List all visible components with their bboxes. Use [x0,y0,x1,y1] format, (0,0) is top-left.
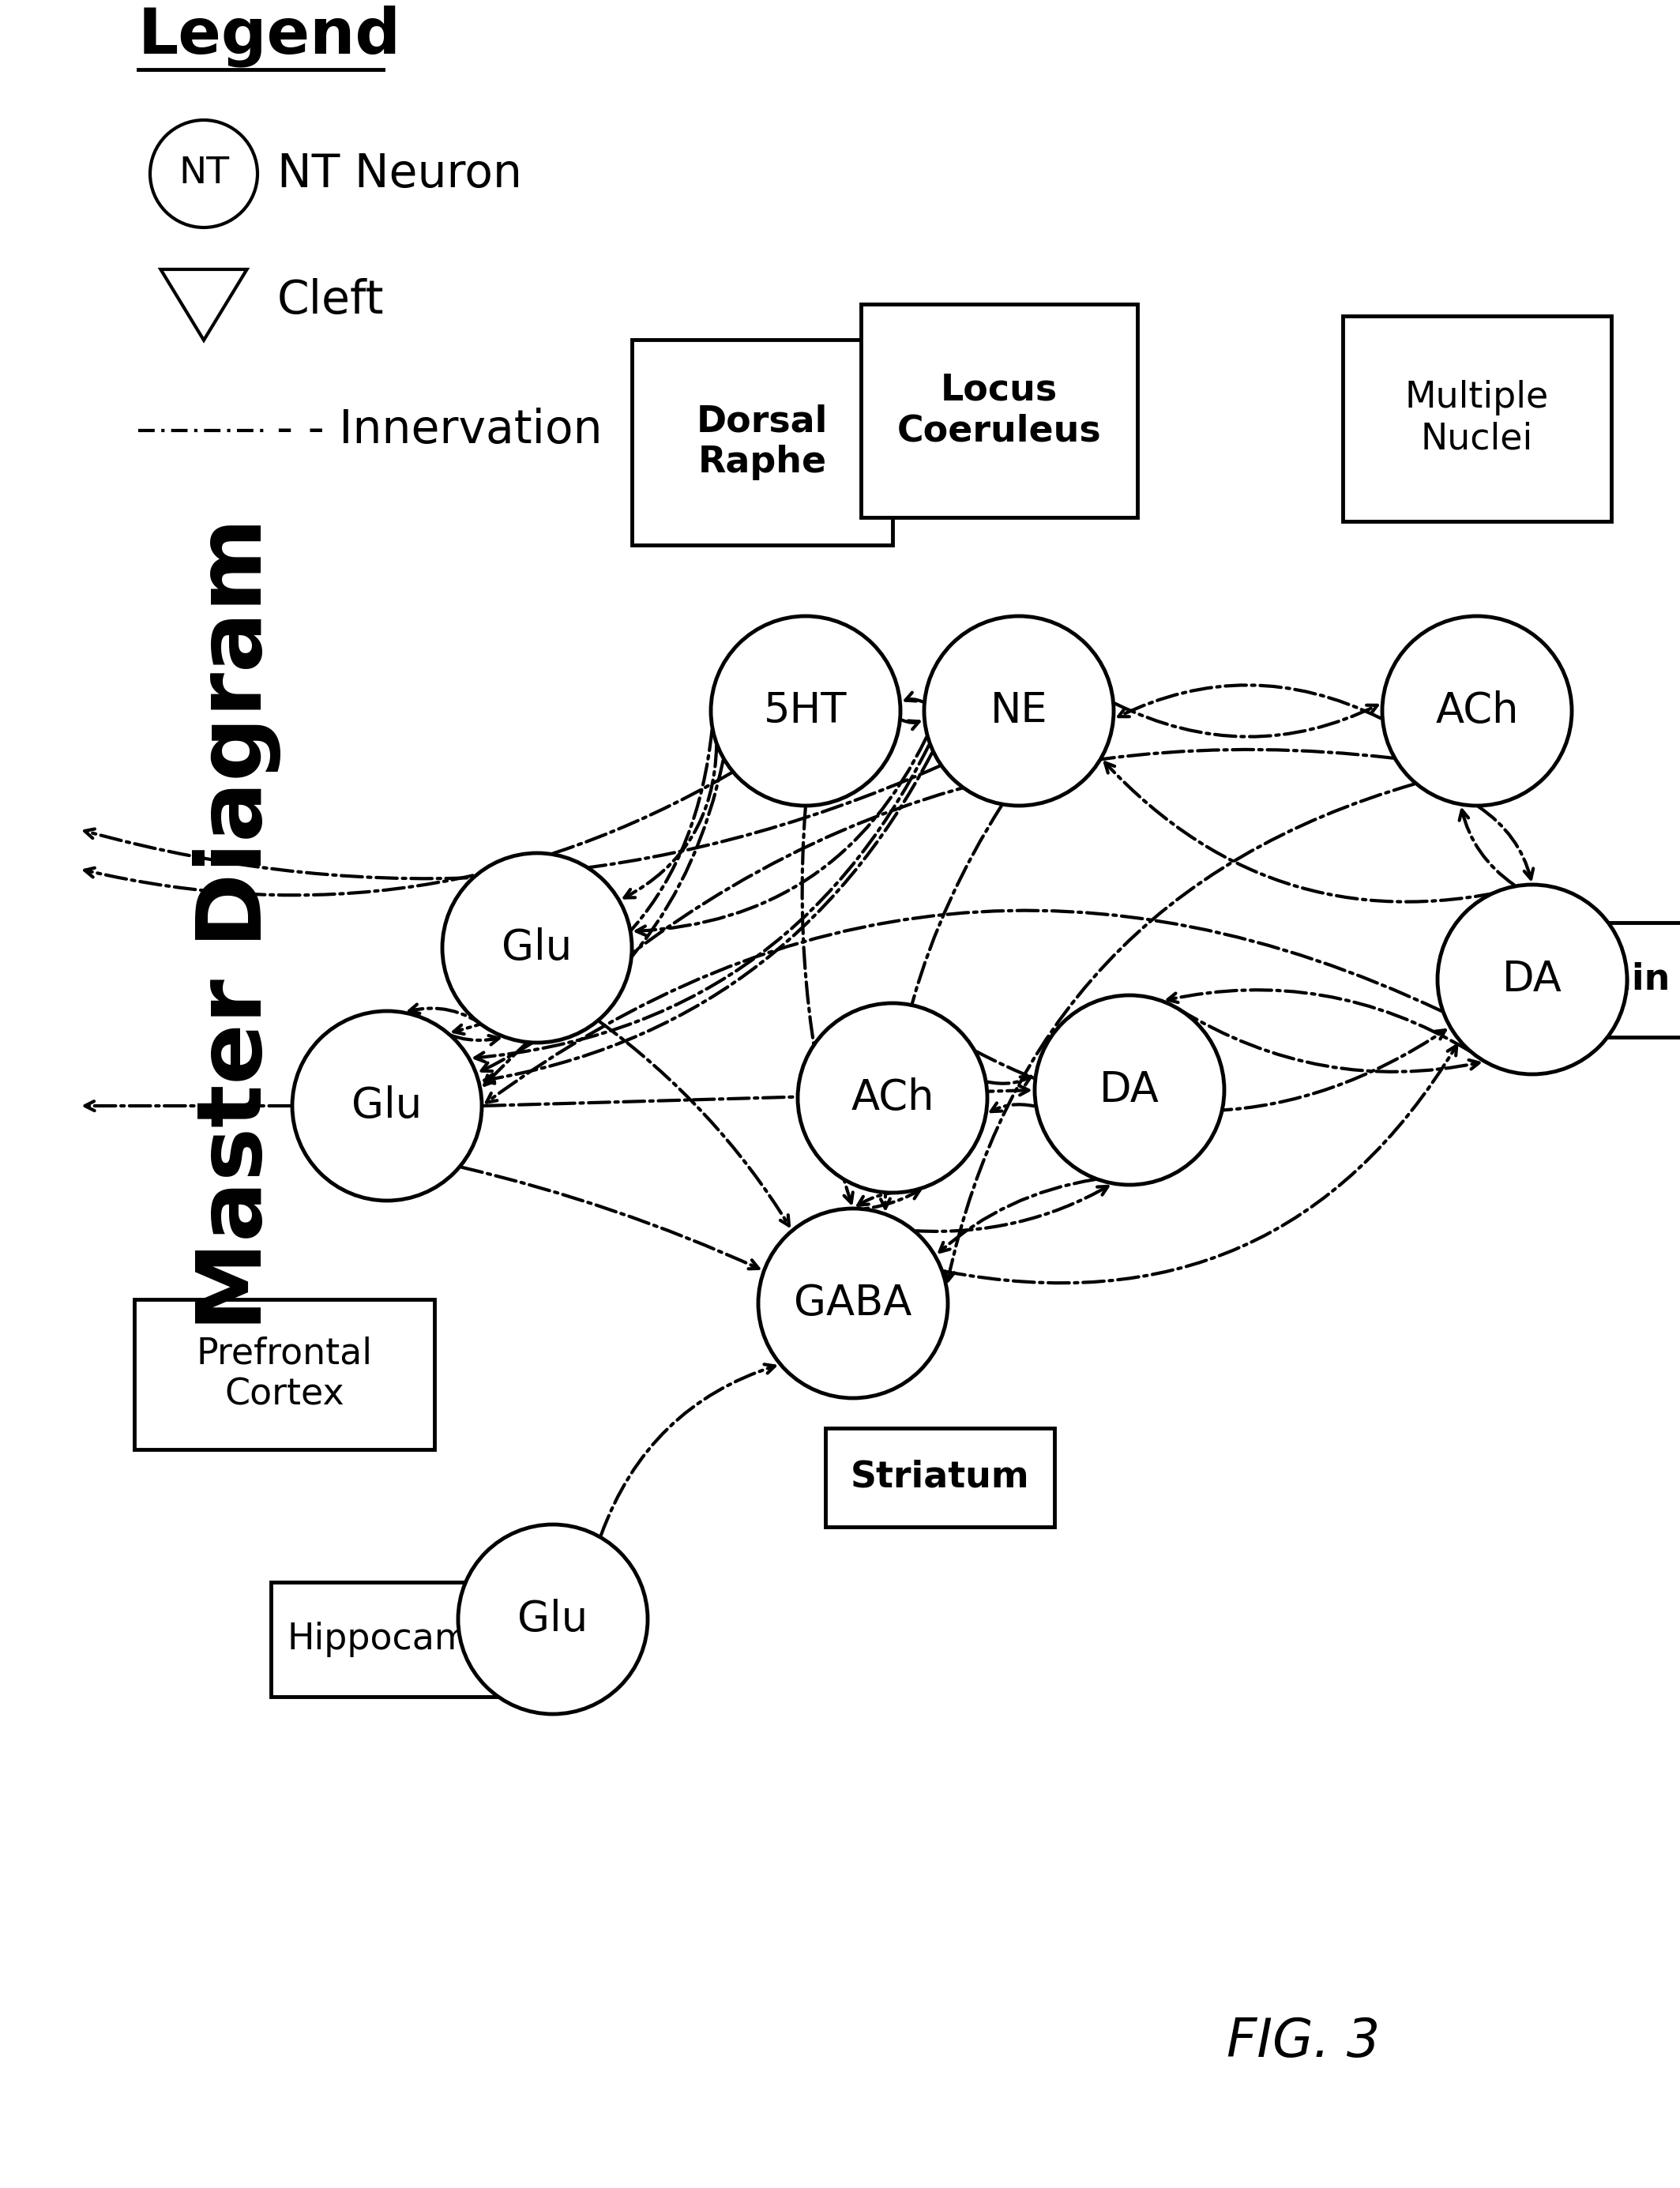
Text: NT: NT [178,155,228,193]
FancyBboxPatch shape [1468,921,1680,1037]
Circle shape [711,617,900,805]
Text: 5HT: 5HT [764,691,847,731]
FancyBboxPatch shape [270,1582,551,1696]
FancyBboxPatch shape [860,304,1137,516]
FancyBboxPatch shape [1342,315,1611,521]
Text: Glu: Glu [517,1599,588,1639]
Polygon shape [161,269,247,339]
Text: Legend: Legend [138,4,402,68]
Text: DA: DA [1502,958,1562,1000]
Text: Glu: Glu [502,928,573,969]
Text: ACh: ACh [850,1076,934,1118]
Text: Midbrain: Midbrain [1488,963,1670,998]
Circle shape [292,1011,482,1201]
FancyBboxPatch shape [825,1429,1055,1527]
Text: Striatum: Striatum [850,1459,1030,1494]
Circle shape [1035,996,1225,1186]
Circle shape [758,1208,948,1398]
FancyBboxPatch shape [134,1300,435,1448]
FancyBboxPatch shape [632,339,892,545]
Circle shape [924,617,1114,805]
Text: NT Neuron: NT Neuron [277,151,522,197]
Text: Prefrontal
Cortex: Prefrontal Cortex [197,1337,373,1413]
Text: ACh: ACh [1435,691,1519,731]
Text: Locus
Coeruleus: Locus Coeruleus [897,372,1102,449]
Text: GABA: GABA [795,1282,912,1324]
Circle shape [459,1525,648,1713]
Text: Master Diagram: Master Diagram [193,519,281,1330]
Text: DA: DA [1099,1070,1159,1112]
Text: Dorsal
Raphe: Dorsal Raphe [697,405,828,481]
Text: Multiple
Nuclei: Multiple Nuclei [1404,381,1549,457]
Text: Glu: Glu [351,1085,422,1127]
Text: NE: NE [990,691,1048,731]
Circle shape [150,120,257,228]
Text: Cleft: Cleft [277,278,385,322]
Text: - - Innervation: - - Innervation [277,407,603,453]
Circle shape [1438,884,1628,1074]
Text: Hippocampus: Hippocampus [287,1621,534,1656]
Circle shape [798,1002,988,1192]
Text: FIG. 3: FIG. 3 [1226,2015,1379,2068]
Circle shape [442,853,632,1044]
Circle shape [1383,617,1572,805]
